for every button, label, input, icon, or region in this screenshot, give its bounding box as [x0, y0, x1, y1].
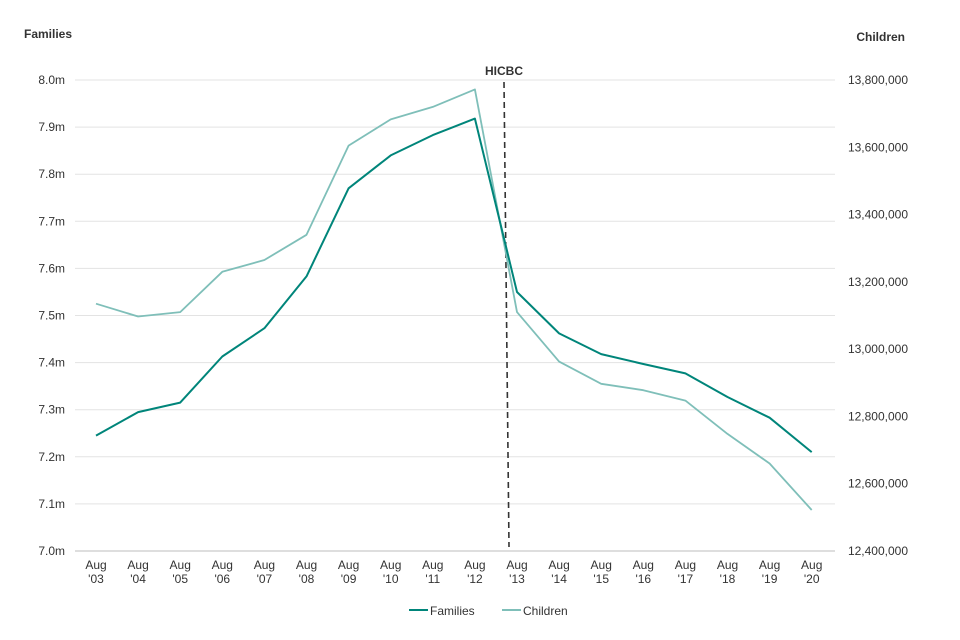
left-tick-label: 7.7m [38, 214, 65, 228]
right-axis-title: Children [856, 30, 905, 44]
x-tick-label: Aug '06 [212, 558, 233, 586]
left-tick-label: 7.1m [38, 497, 65, 511]
x-tick-label: Aug '17 [675, 558, 696, 586]
x-tick-label: Aug '15 [591, 558, 612, 586]
right-tick-label: 13,200,000 [848, 275, 908, 289]
x-tick-label: Aug '19 [759, 558, 780, 586]
x-tick-label: Aug '14 [548, 558, 569, 586]
right-tick-label: 13,600,000 [848, 140, 908, 154]
left-tick-label: 7.0m [38, 544, 65, 558]
right-tick-label: 12,800,000 [848, 409, 908, 423]
x-tick-label: Aug '03 [85, 558, 106, 586]
left-tick-label: 8.0m [38, 73, 65, 87]
right-tick-label: 13,400,000 [848, 208, 908, 222]
left-tick-label: 7.6m [38, 261, 65, 275]
gridlines [75, 79, 835, 552]
left-axis-ticks: 7.0m 7.1m 7.2m 7.3m 7.4m 7.5m 7.6m 7.7m 7.8m 7.9m… [38, 73, 65, 558]
left-tick-label: 7.5m [38, 309, 65, 323]
x-tick-label: Aug '13 [506, 558, 527, 586]
legend-label-children: Children [523, 604, 568, 618]
x-tick-label: Aug '09 [338, 558, 359, 586]
hicbc-label: HICBC [485, 64, 523, 78]
x-tick-label: Aug '10 [380, 558, 401, 586]
right-axis-ticks: 12,400,000 12,600,000 12,800,000 13,000,000… [848, 73, 908, 558]
x-tick-label: Aug '04 [127, 558, 148, 586]
hicbc-dashed-line [503, 81, 510, 548]
left-tick-label: 7.4m [38, 356, 65, 370]
hicbc-annotation: HICBC [485, 64, 523, 548]
x-tick-label: Aug '18 [717, 558, 738, 586]
x-tick-label: Aug '08 [296, 558, 317, 586]
x-tick-label: Aug '20 [801, 558, 822, 586]
left-tick-label: 7.2m [38, 450, 65, 464]
x-tick-label: Aug '12 [464, 558, 485, 586]
legend-label-families: Families [430, 604, 475, 618]
x-axis-ticks: Aug '03 Aug '04 Aug '05 Aug '06 Aug '07 Aug '08 Aug '… [85, 558, 822, 586]
right-tick-label: 13,800,000 [848, 73, 908, 87]
series-line-families [95, 117, 813, 453]
x-tick-label: Aug '16 [633, 558, 654, 586]
x-tick-label: Aug '07 [254, 558, 275, 586]
left-tick-label: 7.9m [38, 120, 65, 134]
left-axis-title: Families [24, 27, 72, 41]
right-tick-label: 12,400,000 [848, 544, 908, 558]
x-tick-label: Aug '11 [422, 558, 443, 586]
x-tick-label: Aug '05 [170, 558, 191, 586]
right-tick-label: 13,000,000 [848, 342, 908, 356]
series-line-children [95, 88, 813, 511]
left-tick-label: 7.8m [38, 167, 65, 181]
series-lines [95, 88, 813, 511]
legend: Families Children [409, 604, 568, 618]
left-tick-label: 7.3m [38, 403, 65, 417]
right-tick-label: 12,600,000 [848, 477, 908, 491]
